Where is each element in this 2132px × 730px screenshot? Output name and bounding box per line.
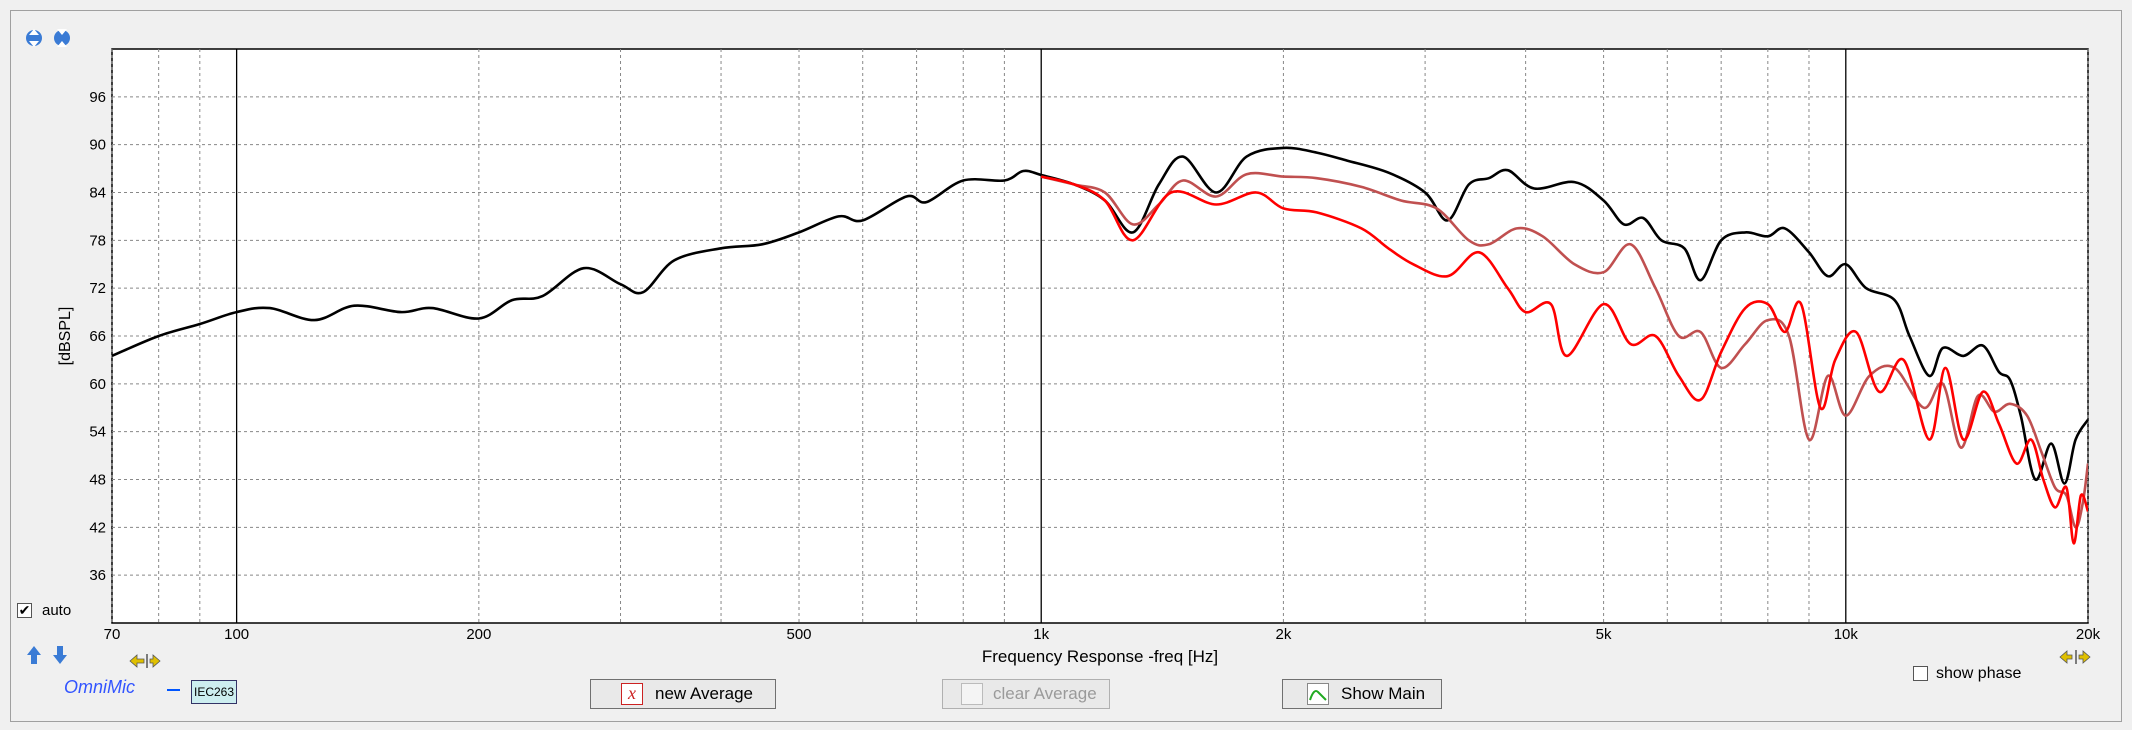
grid: [111, 49, 2089, 623]
y-tick-label: 66: [89, 328, 106, 345]
scroll-down-icon[interactable]: [53, 646, 67, 664]
show-phase-label: show phase: [1936, 665, 2022, 682]
show-main-label: Show Main: [1341, 684, 1426, 703]
zoom-in-vertical-icon[interactable]: [26, 29, 42, 47]
new-average-label: new Average: [655, 684, 753, 703]
auto-label: auto: [42, 602, 72, 619]
average-x-icon: x: [621, 683, 643, 705]
y-tick-label: 84: [89, 185, 106, 202]
clear-average-button[interactable]: clear Average: [942, 679, 1110, 709]
x-tick-label: 20k: [2076, 626, 2101, 643]
series-line-2: [1040, 171, 2088, 529]
clear-average-label: clear Average: [993, 684, 1097, 703]
zoom-out-vertical-icon[interactable]: [54, 29, 70, 47]
y-tick-label: 36: [89, 567, 106, 584]
x-tick-label: 10k: [1834, 626, 1859, 643]
x-ticks: 70 100 200 500 1k 2k 5k 10k 20k: [104, 626, 2101, 643]
y-axis-label: [dBSPL]: [57, 307, 74, 366]
new-average-button[interactable]: x new Average: [590, 679, 776, 709]
omnimic-label: OmniMic: [64, 677, 135, 697]
y-tick-label: 54: [89, 424, 106, 441]
y-tick-label: 96: [89, 89, 106, 106]
x-axis-label: Frequency Response -freq [Hz]: [982, 647, 1218, 666]
y-tick-label: 72: [89, 280, 106, 297]
y-tick-label: 78: [89, 232, 106, 249]
auto-checkbox[interactable]: ✔: [17, 602, 32, 618]
show-main-curve-icon: [1307, 683, 1329, 705]
clear-average-icon: [961, 683, 983, 705]
series-line-3: [1040, 175, 2088, 545]
x-tick-label: 2k: [1275, 626, 1291, 643]
x-tick-label: 500: [786, 626, 811, 643]
x-tick-label: 100: [224, 626, 249, 643]
iec263-label: IEC263: [193, 685, 235, 699]
x-tick-label: 200: [466, 626, 491, 643]
show-main-button[interactable]: Show Main: [1282, 679, 1442, 709]
iec263-box[interactable]: IEC263: [191, 680, 237, 704]
x-tick-label: 1k: [1033, 626, 1049, 643]
x-tick-label: 5k: [1596, 626, 1612, 643]
x-tick-label: 70: [104, 626, 121, 643]
series-layer: [112, 146, 2088, 545]
scroll-up-icon[interactable]: [27, 646, 41, 664]
y-tick-label: 42: [89, 519, 106, 536]
y-tick-label: 90: [89, 137, 106, 154]
series-line-1: [112, 146, 2088, 485]
scroll-right-icon[interactable]: [2059, 650, 2091, 664]
y-tick-label: 48: [89, 472, 106, 489]
scroll-left-icon[interactable]: [129, 654, 161, 668]
y-ticks: 36 42 48 54 60 66 72 78 84 90 96: [89, 89, 106, 584]
y-tick-label: 60: [89, 376, 106, 393]
show-phase-checkbox[interactable]: [1913, 666, 1928, 681]
